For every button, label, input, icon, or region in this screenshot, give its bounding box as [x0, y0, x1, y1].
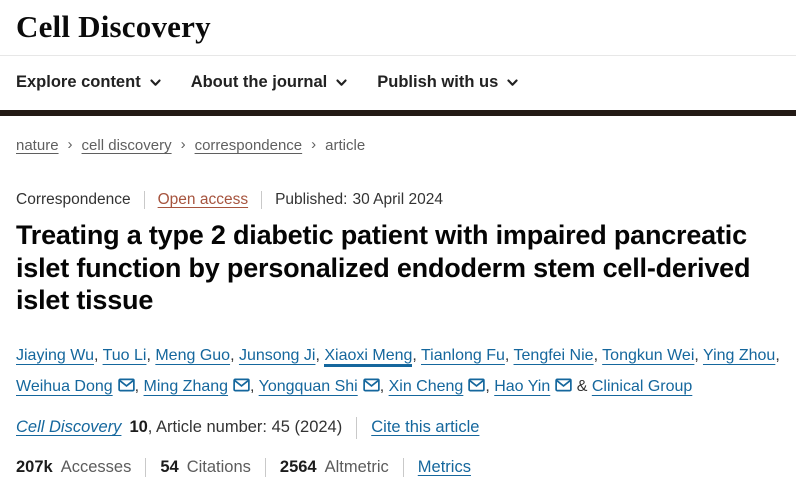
- metric-altmetric: 2564 Altmetric: [264, 457, 389, 477]
- author-link-ying-zhou[interactable]: Ying Zhou: [702, 346, 776, 364]
- published-info: Published: 30 April 2024: [261, 191, 443, 209]
- author-separator: ,: [593, 346, 603, 364]
- nav-item-explore-content[interactable]: Explore content: [16, 73, 162, 92]
- metric-value: 54: [160, 457, 179, 476]
- author-link-junsong-ji[interactable]: Junsong Ji: [238, 346, 316, 364]
- journal-logo[interactable]: Cell Discovery: [16, 9, 211, 44]
- author-separator: ,: [504, 346, 514, 364]
- author-link-yongquan-shi[interactable]: Yongquan Shi: [258, 377, 358, 395]
- site-header: Cell Discovery Explore content About the …: [0, 0, 796, 116]
- author-link-meng-guo[interactable]: Meng Guo: [155, 346, 231, 364]
- metric-value: 207k: [16, 457, 53, 476]
- main-nav: Explore content About the journal Publish …: [16, 73, 780, 92]
- logo-row: Cell Discovery: [0, 0, 796, 55]
- author-separator: ,: [485, 377, 495, 395]
- author-link-tuo-li[interactable]: Tuo Li: [102, 346, 147, 364]
- article-number-text: , Article number: 45 (2024): [147, 418, 343, 436]
- vertical-divider: [356, 416, 358, 439]
- article-meta-row: Correspondence Open access Published: 30…: [16, 191, 780, 209]
- metric-label: Accesses: [60, 457, 132, 476]
- metric-label: Citations: [186, 457, 251, 476]
- email-icon[interactable]: [117, 378, 135, 392]
- author-link-tengfei-nie[interactable]: Tengfei Nie: [513, 346, 594, 364]
- breadcrumb-separator-icon: ›: [311, 136, 317, 153]
- metric-label: Altmetric: [324, 457, 389, 476]
- open-access-link[interactable]: Open access: [157, 191, 249, 208]
- journal-volume: 10: [129, 418, 148, 436]
- nav-item-label: Explore content: [16, 73, 141, 91]
- nav-item-about-the-journal[interactable]: About the journal: [191, 73, 349, 92]
- breadcrumb-item-article: article: [325, 137, 366, 154]
- breadcrumb: nature › cell discovery › correspondence › art…: [0, 116, 796, 154]
- metrics-link[interactable]: Metrics: [417, 457, 471, 476]
- email-icon[interactable]: [555, 378, 572, 392]
- author-link-jiaying-wu[interactable]: Jiaying Wu: [16, 346, 94, 364]
- author-link-tongkun-wei[interactable]: Tongkun Wei: [602, 346, 695, 364]
- breadcrumb-separator-icon: ›: [180, 136, 186, 153]
- metric-accesses: 207k Accesses: [16, 458, 131, 477]
- metric-citations: 54 Citations: [145, 457, 251, 477]
- nav-row: Explore content About the journal Publish …: [0, 55, 796, 110]
- author-separator: ,: [146, 346, 156, 364]
- breadcrumb-item-correspondence[interactable]: correspondence: [194, 137, 303, 154]
- header-accent-bar: [0, 110, 796, 116]
- author-separator: ,: [315, 346, 325, 364]
- published-date: 30 April 2024: [352, 191, 443, 208]
- metrics-row: 207k Accesses 54 Citations 2564 Altmetric Metr…: [16, 457, 780, 477]
- breadcrumb-item-cell-discovery[interactable]: cell discovery: [81, 137, 172, 154]
- nav-item-label: About the journal: [190, 73, 328, 91]
- article-title: Treating a type 2 diabetic patient with …: [16, 220, 751, 315]
- author-link-ming-zhang[interactable]: Ming Zhang: [143, 377, 229, 395]
- author-link-xin-cheng[interactable]: Xin Cheng: [388, 377, 464, 395]
- author-group-link[interactable]: Clinical Group: [591, 377, 693, 395]
- author-separator: ,: [93, 346, 103, 364]
- author-separator: ,: [379, 377, 389, 395]
- ampersand: &: [572, 377, 592, 395]
- email-icon[interactable]: [363, 378, 380, 392]
- author-separator: ,: [412, 346, 421, 364]
- article-header: Correspondence Open access Published: 30…: [0, 191, 796, 477]
- author-separator: ,: [230, 346, 239, 364]
- author-list: Jiaying Wu, Tuo Li, Meng Guo, Junsong Ji…: [16, 340, 780, 402]
- author-link-tianlong-fu[interactable]: Tianlong Fu: [421, 346, 505, 364]
- citation-row: Cell Discovery 10, Article number: 45 (20…: [16, 416, 780, 439]
- chevron-down-icon: [507, 79, 518, 86]
- email-icon[interactable]: [233, 378, 250, 392]
- published-label: Published:: [275, 191, 348, 208]
- metric-value: 2564: [279, 457, 317, 476]
- nav-item-label: Publish with us: [377, 73, 499, 91]
- breadcrumb-separator-icon: ›: [67, 136, 73, 153]
- cite-this-article-link[interactable]: Cite this article: [371, 418, 480, 436]
- author-link-weihua-dong[interactable]: Weihua Dong: [16, 377, 113, 395]
- nav-item-publish-with-us[interactable]: Publish with us: [377, 73, 519, 92]
- author-link-xiaoxi-meng[interactable]: Xiaoxi Meng: [324, 346, 413, 367]
- email-icon[interactable]: [468, 378, 486, 392]
- chevron-down-icon: [336, 79, 347, 86]
- author-separator: ,: [694, 346, 703, 364]
- breadcrumb-item-nature[interactable]: nature: [16, 137, 59, 154]
- chevron-down-icon: [150, 79, 161, 86]
- author-separator: ,: [775, 346, 780, 364]
- journal-link[interactable]: Cell Discovery: [16, 418, 122, 436]
- author-separator: ,: [250, 377, 259, 395]
- author-link-hao-yin[interactable]: Hao Yin: [494, 377, 551, 395]
- author-separator: ,: [134, 377, 144, 395]
- article-type: Correspondence: [16, 191, 131, 208]
